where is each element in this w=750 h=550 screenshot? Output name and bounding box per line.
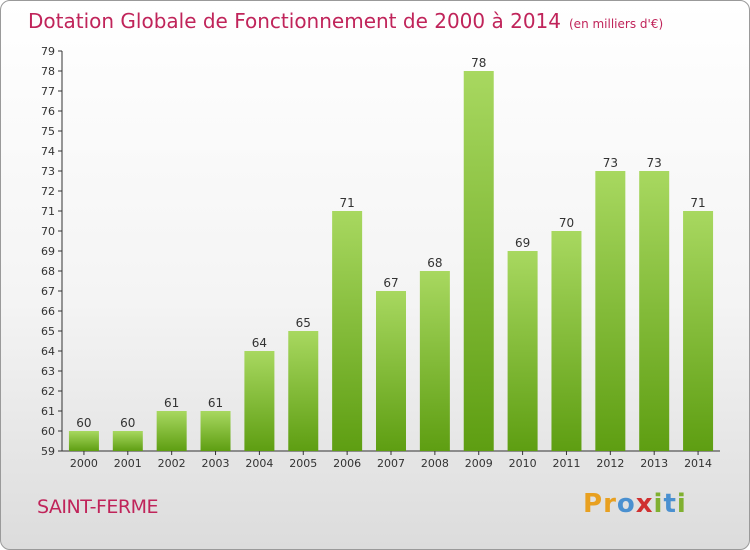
data-label-2004: 64 xyxy=(252,336,267,350)
x-tick-label: 2006 xyxy=(333,457,361,470)
data-label-2013: 73 xyxy=(647,156,662,170)
chart-title: Dotation Globale de Fonctionnement de 20… xyxy=(28,9,663,33)
y-tick-label: 67 xyxy=(41,285,55,298)
y-tick-label: 66 xyxy=(41,305,55,318)
bar-2012 xyxy=(595,171,626,451)
y-tick-label: 72 xyxy=(41,185,55,198)
y-tick-label: 62 xyxy=(41,385,55,398)
chart-subtitle: (en milliers d'€) xyxy=(569,17,664,31)
data-label-2000: 60 xyxy=(76,416,91,430)
x-tick-label: 2005 xyxy=(289,457,317,470)
bar-2014 xyxy=(683,211,714,451)
data-label-2006: 71 xyxy=(339,196,354,210)
y-tick-label: 75 xyxy=(41,125,55,138)
y-tick-label: 70 xyxy=(41,225,55,238)
x-tick-label: 2012 xyxy=(596,457,624,470)
y-tick-label: 60 xyxy=(41,425,55,438)
y-tick-label: 61 xyxy=(41,405,55,418)
chart-title-text: Dotation Globale de Fonctionnement de 20… xyxy=(28,9,561,33)
logo-letter: i xyxy=(676,489,687,519)
bar-2009 xyxy=(463,71,494,451)
bar-2000 xyxy=(68,431,99,451)
bar-2010 xyxy=(507,251,538,451)
bar-2011 xyxy=(551,231,582,451)
x-tick-label: 2007 xyxy=(377,457,405,470)
x-tick-label: 2002 xyxy=(158,457,186,470)
bars: 60 60 61 61 64 65 71 67 68 78 69 70 73 73 71 xyxy=(68,56,714,451)
x-tick-label: 2011 xyxy=(552,457,580,470)
y-tick-label: 76 xyxy=(41,105,55,118)
data-label-2011: 70 xyxy=(559,216,574,230)
x-tick-label: 2000 xyxy=(70,457,98,470)
bar-2007 xyxy=(376,291,406,451)
y-tick-label: 69 xyxy=(41,245,55,258)
y-tick-label: 63 xyxy=(41,365,55,378)
data-label-2009: 78 xyxy=(471,56,486,70)
data-label-2005: 65 xyxy=(296,316,311,330)
x-tick-label: 2004 xyxy=(245,457,273,470)
bar-2003 xyxy=(200,411,231,451)
y-tick-label: 79 xyxy=(41,45,55,58)
bar-2006 xyxy=(332,211,363,451)
x-tick-label: 2013 xyxy=(640,457,668,470)
y-tick-label: 73 xyxy=(41,165,55,178)
x-tick-label: 2014 xyxy=(684,457,712,470)
y-tick-label: 68 xyxy=(41,265,55,278)
data-label-2002: 61 xyxy=(164,396,179,410)
x-tick-label: 2009 xyxy=(465,457,493,470)
data-label-2007: 67 xyxy=(383,276,398,290)
bar-2002 xyxy=(156,411,187,451)
logo-letter: i xyxy=(653,489,664,519)
logo-letter: r xyxy=(603,489,617,519)
data-label-2008: 68 xyxy=(427,256,442,270)
y-tick-label: 74 xyxy=(41,145,55,158)
y-tick-label: 64 xyxy=(41,345,55,358)
logo-letter: x xyxy=(635,489,654,519)
data-label-2012: 73 xyxy=(603,156,618,170)
y-tick-label: 65 xyxy=(41,325,55,338)
proxiti-logo: Proxiti xyxy=(583,489,687,519)
data-label-2003: 61 xyxy=(208,396,223,410)
data-label-2001: 60 xyxy=(120,416,135,430)
town-name: SAINT-FERME xyxy=(37,496,158,518)
bar-2001 xyxy=(112,431,143,451)
x-tick-label: 2001 xyxy=(114,457,142,470)
logo-letter: o xyxy=(616,489,636,519)
y-tick-label: 77 xyxy=(41,85,55,98)
axes: 59 60 61 62 63 64 65 66 67 68 69 70 71 72 73 74 75 76 77 78… xyxy=(41,45,720,470)
bar-2008 xyxy=(419,271,450,451)
data-label-2010: 69 xyxy=(515,236,530,250)
y-tick-label: 71 xyxy=(41,205,55,218)
data-label-2014: 71 xyxy=(690,196,705,210)
bar-2004 xyxy=(244,351,275,451)
bar-2013 xyxy=(639,171,670,451)
x-tick-label: 2010 xyxy=(509,457,537,470)
y-tick-label: 78 xyxy=(41,65,55,78)
logo-letter: t xyxy=(663,489,677,519)
y-tick-label: 59 xyxy=(41,445,55,458)
x-tick-label: 2003 xyxy=(202,457,230,470)
logo-letter: P xyxy=(583,489,604,519)
x-tick-label: 2008 xyxy=(421,457,449,470)
bar-2005 xyxy=(288,331,319,451)
